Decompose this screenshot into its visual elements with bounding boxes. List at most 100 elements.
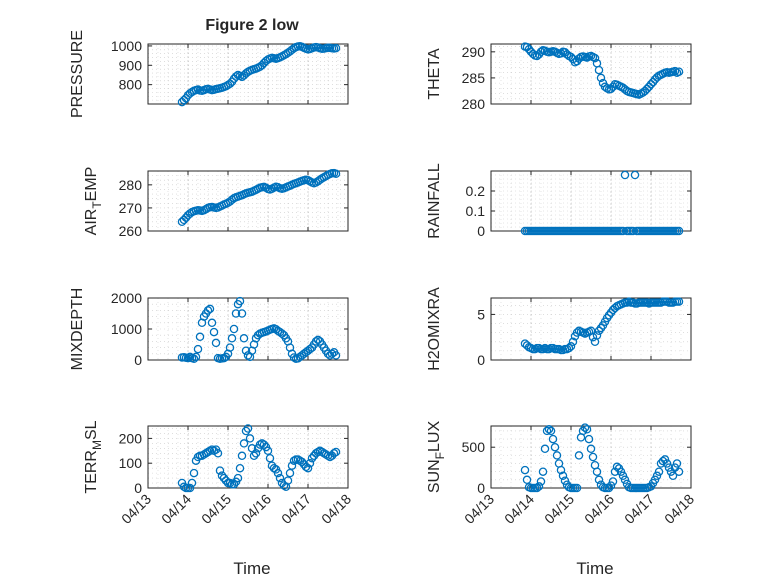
mixdepth-point [323, 349, 333, 359]
sun_flux-point [650, 475, 660, 485]
sun_flux-ylabel-main: SUN [426, 459, 443, 493]
terr_msl-ylabel-main: TERR [83, 450, 100, 494]
terr_msl-point [233, 473, 243, 483]
air_temp-point [331, 169, 341, 179]
sun_flux-point [544, 425, 554, 434]
mixdepth-point [239, 334, 249, 343]
terr_msl-point [283, 476, 293, 485]
terr_msl-point [237, 451, 247, 461]
air_temp-ytick-label: 280 [119, 177, 143, 193]
sun_flux-point [594, 475, 604, 485]
right-column-xlabel: Time [576, 559, 613, 578]
h2omixra-ytick-label: 0 [477, 352, 485, 368]
pressure-ylabel: PRESSURE [69, 30, 86, 118]
terr_msl-point [265, 453, 275, 463]
terr_msl-point [285, 468, 295, 478]
terr_msl-point [225, 478, 235, 488]
terr_msl-point [215, 466, 225, 475]
h2omixra-point [588, 332, 598, 342]
h2omixra-point [592, 331, 602, 340]
air_temp-ylabel-main: AIR [83, 209, 100, 236]
sun_flux-point [616, 467, 626, 476]
mixdepth-point [289, 353, 299, 362]
sun_flux-axes-box [490, 425, 692, 489]
mixdepth-point [191, 352, 201, 362]
terr_msl-point [245, 434, 255, 443]
mixdepth-point [193, 344, 203, 354]
h2omixra-point [674, 297, 684, 306]
terr_msl-series [177, 424, 341, 493]
sun_flux-point [588, 452, 598, 462]
terr_msl-point [329, 449, 339, 458]
theta-point [556, 49, 566, 58]
sun_flux-ytick-label: 500 [462, 439, 486, 455]
mixdepth-point [209, 327, 219, 337]
sun_flux-ylabel-sub: F [433, 452, 447, 459]
terr_msl-point [213, 449, 223, 458]
sun_flux-point [580, 423, 590, 432]
rainfall-plot-area [491, 171, 691, 231]
terr_msl-point [243, 424, 253, 433]
mixdepth-point [327, 349, 337, 359]
theta-point [574, 54, 584, 63]
rainfall-ytick-label: 0.2 [466, 183, 486, 199]
mixdepth-point [211, 338, 221, 348]
terr_msl-point [235, 463, 245, 473]
h2omixra-ylabel: H2OMIXRA [426, 287, 443, 371]
h2omixra-series [520, 297, 684, 355]
sun_flux-point [604, 483, 614, 493]
rainfall-point [674, 226, 684, 236]
terr_msl-point [229, 480, 239, 489]
sun_flux-point [540, 444, 550, 454]
mixdepth-point [225, 343, 235, 352]
sun_flux-point [520, 465, 530, 475]
terr_msl-ylabel-rest: SL [83, 420, 100, 440]
air_temp-axes-box [147, 170, 349, 232]
sun_flux-point [550, 442, 560, 452]
theta-panel: 280 285 290 THETA [426, 42, 692, 112]
h2omixra-point [568, 337, 578, 347]
pressure-ytick-label: 900 [119, 57, 143, 73]
pressure-panel: 800 900 1000 PRESSURE [69, 30, 349, 118]
terr_msl-point [305, 458, 315, 468]
terr_msl-point [303, 463, 313, 473]
theta-point [590, 53, 600, 63]
sun_flux-point [672, 459, 682, 468]
mixdepth-ytick-label: 1000 [111, 321, 142, 337]
terr_msl-point [331, 447, 341, 457]
mixdepth-point [195, 332, 205, 342]
terr_msl-point [259, 440, 269, 449]
air_temp-panel: 260 270 280 AIRTEMP [83, 167, 349, 239]
pressure-series [177, 42, 341, 107]
mixdepth-ytick-label: 2000 [111, 290, 142, 306]
sun_flux-point [546, 426, 556, 436]
sun_flux-point [662, 459, 672, 468]
terr_msl-point [287, 461, 297, 470]
theta-point [670, 66, 680, 76]
theta-point [594, 65, 604, 75]
sun_flux-point [522, 475, 532, 485]
terr_msl-point [241, 426, 251, 436]
sun_flux-point [572, 483, 582, 493]
terr_msl-point [263, 446, 273, 456]
sun_flux-point [674, 467, 684, 476]
sun_flux-point [620, 475, 630, 485]
terr_msl-ytick-label: 0 [134, 480, 142, 496]
air_temp-ytick-label: 270 [119, 200, 143, 216]
sun_flux-point [548, 434, 558, 444]
terr_msl-ytick-label: 100 [119, 455, 143, 471]
sun_flux-point [582, 425, 592, 434]
sun_flux-point [586, 444, 596, 454]
sun_flux-series [520, 423, 684, 493]
theta-ytick-label: 285 [462, 70, 486, 86]
mixdepth-point [189, 354, 199, 364]
mixdepth-panel: 0 1000 2000 MIXDEPTH [69, 288, 349, 371]
theta-point [674, 67, 684, 76]
sun_flux-point [556, 465, 566, 475]
sun_flux-point [536, 477, 546, 486]
sun_flux-point [654, 467, 664, 476]
rainfall-ylabel: RAINFALL [426, 163, 443, 239]
mixdepth-point [231, 309, 241, 318]
mixdepth-ylabel: MIXDEPTH [69, 288, 86, 371]
